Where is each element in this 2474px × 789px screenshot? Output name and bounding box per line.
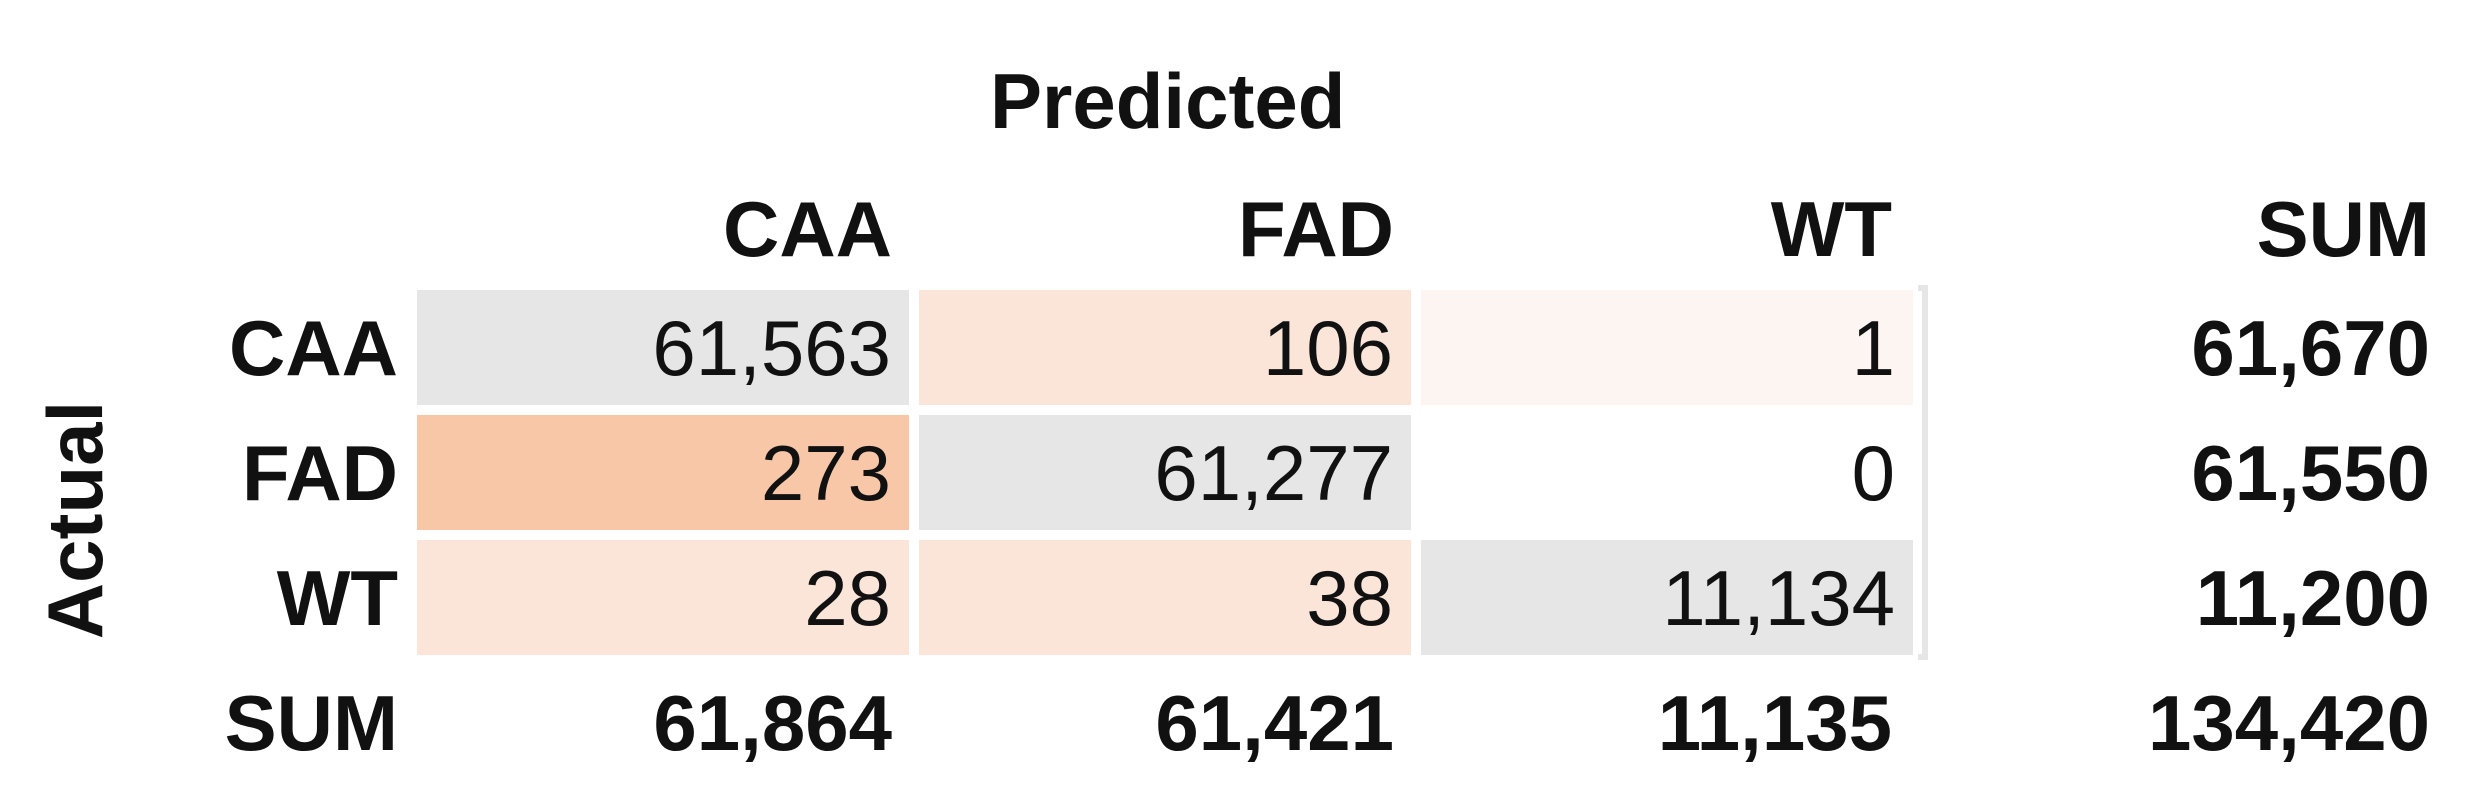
row-header-fad: FAD xyxy=(242,429,398,517)
matrix-cell: 11,134 xyxy=(1416,535,1918,660)
column-header-caa: CAA xyxy=(723,185,892,273)
column-header-wt: WT xyxy=(1770,185,1892,273)
column-sum: 61,421 xyxy=(1155,679,1394,767)
column-header-sum: SUM xyxy=(2256,185,2430,273)
column-header-fad: FAD xyxy=(1238,185,1394,273)
matrix-cell: 61,277 xyxy=(914,410,1416,535)
row-sum: 61,550 xyxy=(2191,429,2430,517)
matrix-cell: 0 xyxy=(1416,410,1918,535)
predicted-axis-title: Predicted xyxy=(990,57,1346,145)
matrix-cell: 28 xyxy=(412,535,914,660)
grand-total: 134,420 xyxy=(2148,679,2430,767)
row-sum: 61,670 xyxy=(2191,304,2430,392)
row-header-caa: CAA xyxy=(229,304,398,392)
row-sum: 11,200 xyxy=(2195,554,2430,642)
row-header-wt: WT xyxy=(276,554,398,642)
column-sum: 11,135 xyxy=(1657,679,1892,767)
matrix-cell: 61,563 xyxy=(412,285,914,410)
actual-axis-title: Actual xyxy=(31,400,119,640)
matrix-cell: 273 xyxy=(412,410,914,535)
matrix-cell: 1 xyxy=(1416,285,1918,410)
row-header-sum: SUM xyxy=(224,679,398,767)
matrix-cell: 106 xyxy=(914,285,1416,410)
column-sum: 61,864 xyxy=(653,679,892,767)
matrix-cell: 38 xyxy=(914,535,1416,660)
